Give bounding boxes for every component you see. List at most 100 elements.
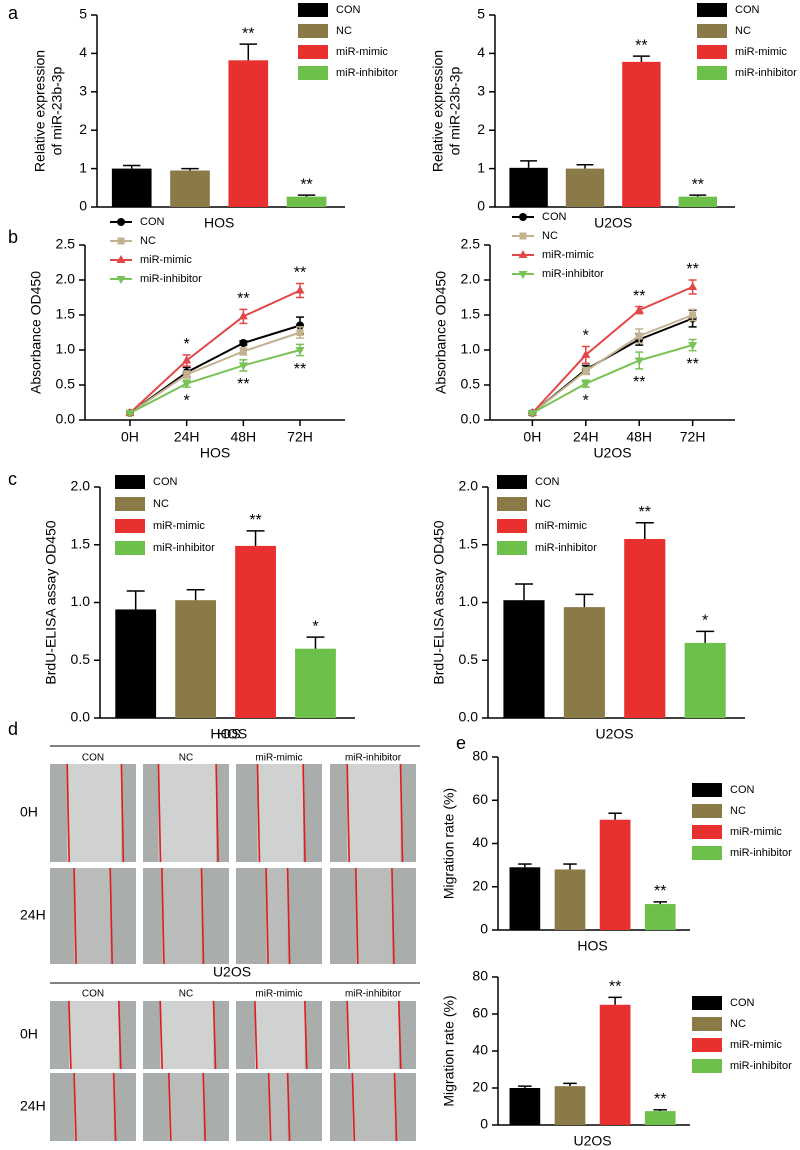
y-axis-label: Relative expression xyxy=(430,50,446,172)
wound-edge xyxy=(66,763,70,863)
bar xyxy=(228,60,269,208)
point xyxy=(238,311,248,320)
x-tick-label: 24H xyxy=(573,429,599,445)
legend-swatch xyxy=(298,66,328,80)
legend-label: miR-mimic xyxy=(730,1039,782,1051)
y-axis-label: Migration rate (%) xyxy=(441,788,457,899)
y-tick-label: 1.5 xyxy=(461,306,481,322)
bar xyxy=(554,1086,586,1125)
x-axis-label: HOS xyxy=(204,215,234,231)
significance: * xyxy=(312,618,318,635)
significance: ** xyxy=(294,265,306,282)
legend-swatch xyxy=(692,846,722,860)
wound-edge xyxy=(302,763,306,863)
point xyxy=(635,332,643,340)
significance: * xyxy=(583,392,589,409)
legend-label: CON xyxy=(542,211,567,223)
wound-edge xyxy=(254,1000,258,1070)
significance: ** xyxy=(635,37,647,54)
wound-edge xyxy=(118,1000,122,1070)
point xyxy=(689,311,697,319)
legend-swatch xyxy=(697,66,727,80)
x-axis-label: U2OS xyxy=(573,1133,611,1149)
bar xyxy=(644,904,676,930)
y-tick-label: 2.0 xyxy=(461,271,481,287)
y-axis-label: Absorbance OD450 xyxy=(433,271,449,394)
x-axis-label: U2OS xyxy=(596,726,634,742)
legend-label: miR-inhibitor xyxy=(730,847,792,859)
significance: ** xyxy=(249,512,261,529)
cell-layer xyxy=(216,764,229,862)
significance: ** xyxy=(294,361,306,378)
legend-label: NC xyxy=(730,805,746,817)
line xyxy=(531,344,693,414)
bar xyxy=(599,819,631,930)
legend-label: miR-mimic xyxy=(730,826,782,838)
cell-layer xyxy=(236,1001,255,1069)
y-tick-label: 60 xyxy=(472,791,488,807)
bar xyxy=(554,869,586,930)
legend-swatch xyxy=(298,45,328,59)
line xyxy=(531,314,693,414)
significance: ** xyxy=(242,25,254,42)
significance: * xyxy=(184,336,190,353)
cell-layer xyxy=(143,868,162,964)
bar xyxy=(286,196,327,207)
legend-label: CON xyxy=(730,784,755,796)
point xyxy=(295,285,305,294)
legend-swatch xyxy=(115,497,145,511)
significance: * xyxy=(583,328,589,345)
legend-label: miR-mimic xyxy=(735,46,787,58)
cell-layer xyxy=(110,868,136,964)
point xyxy=(581,349,591,358)
point xyxy=(634,357,644,366)
x-tick-label: 48H xyxy=(626,429,652,445)
y-tick-label: 2.0 xyxy=(459,478,479,494)
y-tick-label: 80 xyxy=(472,748,488,764)
x-axis-label: U2OS xyxy=(594,215,632,231)
cell-layer xyxy=(287,868,322,964)
point xyxy=(117,237,125,245)
legend-label: miR-mimic xyxy=(336,46,388,58)
bar xyxy=(622,61,661,208)
y-tick-label: 80 xyxy=(472,968,488,984)
wound-edge xyxy=(112,1072,117,1142)
column-label: NC xyxy=(179,753,193,764)
wound-edge xyxy=(351,1072,356,1142)
cell-layer xyxy=(201,868,229,964)
y-tick-label: 3 xyxy=(79,83,87,99)
panel-label: b xyxy=(8,227,18,247)
legend-label: NC xyxy=(535,498,551,510)
wound-edge xyxy=(157,763,162,863)
cell-layer xyxy=(400,764,416,862)
y-tick-label: 1.0 xyxy=(461,341,481,357)
legend-swatch xyxy=(692,804,722,818)
significance: ** xyxy=(654,883,666,900)
legend-swatch xyxy=(697,45,727,59)
cell-layer xyxy=(143,764,159,862)
y-tick-label: 2.5 xyxy=(56,236,76,252)
cell-layer xyxy=(330,1001,348,1069)
x-tick-label: 0H xyxy=(121,429,139,445)
cell-layer xyxy=(50,764,68,862)
bar xyxy=(175,600,217,718)
legend-label: NC xyxy=(730,1018,746,1030)
row-label: 24H xyxy=(20,1098,46,1114)
point xyxy=(518,271,528,279)
wound-edge xyxy=(161,867,165,965)
legend-label: miR-inhibitor xyxy=(153,542,215,554)
bar xyxy=(509,167,548,207)
y-tick-label: 60 xyxy=(472,1005,488,1021)
legend-label: CON xyxy=(140,216,165,228)
legend-label: NC xyxy=(153,498,169,510)
legend-swatch xyxy=(692,783,722,797)
y-tick-label: 40 xyxy=(472,1042,488,1058)
cell-layer xyxy=(330,1073,353,1141)
wound-edge xyxy=(200,867,205,965)
bar xyxy=(678,196,717,207)
cell-layer xyxy=(236,868,267,964)
bar xyxy=(599,1004,631,1125)
point xyxy=(688,282,698,290)
point xyxy=(116,276,126,284)
